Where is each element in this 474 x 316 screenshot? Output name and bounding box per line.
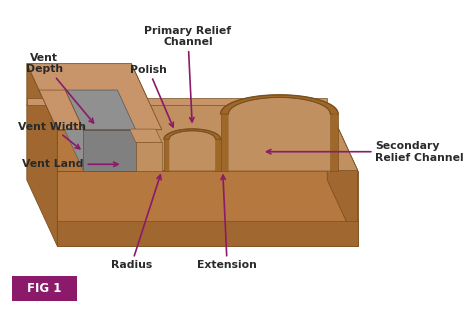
Text: Vent Land: Vent Land [22, 159, 118, 169]
Polygon shape [27, 98, 327, 105]
Text: Polish: Polish [130, 65, 173, 127]
Polygon shape [164, 139, 169, 171]
Polygon shape [327, 105, 358, 246]
Polygon shape [57, 171, 358, 246]
Polygon shape [131, 64, 162, 171]
Polygon shape [220, 114, 228, 171]
Polygon shape [57, 221, 358, 246]
Text: Vent
Depth: Vent Depth [26, 53, 93, 123]
Polygon shape [228, 97, 330, 171]
Polygon shape [131, 105, 358, 171]
Polygon shape [129, 129, 162, 142]
Polygon shape [215, 139, 220, 171]
Text: Secondary
Relief Channel: Secondary Relief Channel [266, 141, 464, 162]
Polygon shape [164, 129, 220, 139]
Polygon shape [65, 90, 83, 171]
Polygon shape [169, 131, 215, 171]
Polygon shape [27, 105, 358, 171]
Text: FIG 1: FIG 1 [27, 282, 62, 295]
Text: Vent Width: Vent Width [18, 122, 86, 149]
Text: Primary Relief
Channel: Primary Relief Channel [145, 26, 231, 122]
Polygon shape [27, 64, 57, 246]
Text: Radius: Radius [111, 175, 161, 270]
Polygon shape [57, 130, 162, 171]
Polygon shape [330, 114, 338, 171]
Polygon shape [220, 95, 338, 114]
Text: Extension: Extension [197, 175, 257, 270]
Polygon shape [39, 90, 83, 130]
Polygon shape [136, 142, 162, 171]
Polygon shape [65, 90, 136, 130]
Polygon shape [83, 130, 136, 171]
FancyBboxPatch shape [11, 276, 77, 301]
Polygon shape [27, 64, 162, 130]
